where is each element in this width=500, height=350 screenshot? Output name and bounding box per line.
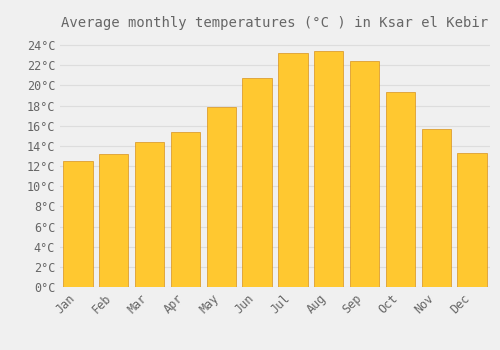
Bar (242, 78, 272, 287)
Bar (170, 132, 200, 287)
Bar (422, 129, 451, 287)
Bar (350, 61, 380, 287)
Bar (206, 106, 236, 287)
Bar (63, 161, 92, 287)
Title: Average monthly temperatures (°C ) in Ksar el Kebir: Average monthly temperatures (°C ) in Ks… (62, 16, 488, 30)
Bar (386, 92, 415, 287)
Bar (314, 51, 344, 287)
Bar (135, 142, 164, 287)
Bar (278, 53, 308, 287)
Bar (99, 154, 128, 287)
Bar (458, 153, 487, 287)
